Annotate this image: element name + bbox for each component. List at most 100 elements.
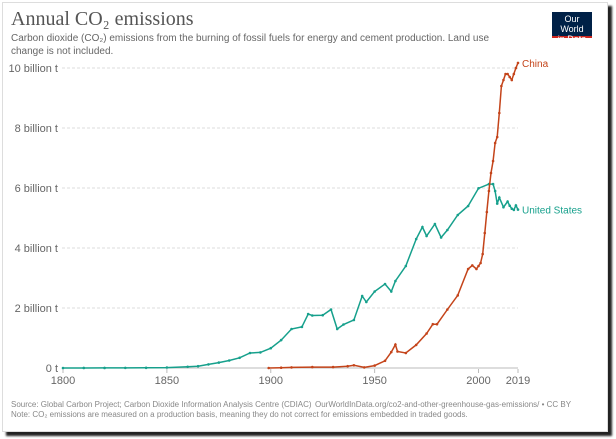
data-point-united-states [306, 312, 310, 316]
source-note: Source: Global Carbon Project; Carbon Di… [11, 400, 312, 409]
data-point-china [516, 61, 520, 65]
data-point-china [383, 359, 387, 363]
data-point-united-states [335, 327, 339, 331]
data-point-china [404, 351, 408, 355]
footnote: Note: CO₂ emissions are measured on a pr… [11, 410, 468, 419]
owid-logo[interactable]: Our World in Data [552, 12, 592, 44]
data-point-united-states [404, 264, 408, 268]
data-point-united-states [514, 204, 518, 207]
y-tick-label: 2 billion t [15, 303, 58, 315]
data-point-china [481, 252, 484, 256]
data-point-united-states [61, 366, 65, 370]
x-tick-label: 1950 [362, 375, 386, 387]
data-point-united-states [394, 279, 397, 283]
data-point-china [431, 322, 435, 326]
data-point-united-states [421, 225, 424, 229]
data-point-united-states [510, 207, 514, 210]
data-point-china [489, 171, 493, 175]
data-point-united-states [186, 365, 189, 369]
data-point-china [396, 350, 399, 353]
data-point-china [446, 308, 449, 311]
data-point-china [456, 294, 460, 297]
data-point-united-states [456, 213, 460, 217]
data-point-china [362, 366, 366, 369]
data-point-china [502, 78, 505, 82]
data-point-china [466, 267, 470, 271]
data-point-united-states [196, 364, 200, 368]
data-point-china [267, 366, 270, 370]
data-point-china [495, 135, 499, 139]
data-point-united-states [269, 346, 273, 350]
data-point-china [352, 364, 356, 367]
series-line-china [268, 62, 519, 369]
y-tick-label: 6 billion t [15, 183, 58, 195]
data-point-china [491, 159, 495, 163]
data-point-china [279, 366, 283, 370]
data-point-china [394, 343, 397, 346]
data-point-united-states [495, 202, 499, 205]
data-point-china [389, 350, 393, 354]
data-point-china [311, 365, 314, 369]
data-point-china [373, 364, 376, 367]
data-point-united-states [259, 351, 262, 354]
data-point-united-states [491, 182, 495, 186]
data-point-china [290, 366, 293, 369]
x-tick-label: 1850 [155, 375, 179, 387]
data-point-united-states [300, 325, 304, 329]
data-point-united-states [446, 228, 449, 232]
data-point-united-states [498, 196, 501, 199]
data-point-united-states [439, 236, 443, 239]
data-point-united-states [477, 187, 480, 190]
data-point-united-states [352, 318, 356, 322]
data-point-united-states [144, 366, 148, 370]
data-point-china [510, 78, 514, 82]
data-point-united-states [493, 189, 497, 193]
data-point-united-states [360, 294, 364, 298]
data-point-china [508, 75, 511, 79]
data-point-china [414, 343, 418, 347]
y-tick-label: 4 billion t [15, 243, 58, 255]
data-point-china [500, 84, 503, 88]
data-point-united-states [389, 290, 393, 293]
source-url[interactable]: OurWorldInData.org/co2-and-other-greenho… [315, 400, 572, 409]
data-point-united-states [103, 366, 106, 370]
data-point-china [498, 111, 501, 115]
data-point-united-states [383, 282, 387, 286]
data-point-united-states [124, 366, 127, 370]
data-point-united-states [290, 327, 293, 331]
data-point-china [479, 261, 482, 265]
data-point-china [425, 332, 428, 335]
chart-subtitle: Carbon dioxide (CO₂) emissions from the … [11, 33, 490, 57]
data-point-united-states [227, 359, 231, 362]
y-tick-label: 8 billion t [15, 123, 58, 135]
data-point-china [512, 72, 516, 76]
data-point-united-states [506, 200, 509, 203]
data-point-china [475, 267, 478, 271]
y-tick-label: 0 t [46, 363, 58, 375]
data-point-united-states [516, 208, 520, 211]
data-point-united-states [217, 361, 221, 364]
data-point-united-states [279, 338, 283, 342]
x-tick-label: 1900 [259, 375, 283, 387]
data-point-china [487, 189, 491, 193]
data-point-china [485, 210, 489, 214]
data-point-united-states [365, 300, 368, 304]
data-point-united-states [321, 313, 325, 317]
x-tick-label: 2000 [466, 375, 490, 387]
chart-title: Annual CO₂ emissions [11, 8, 194, 30]
data-point-united-states [502, 205, 505, 209]
logo-line-2: in Data [557, 34, 587, 44]
data-point-united-states [508, 204, 511, 207]
data-point-china [331, 365, 335, 369]
series-line-united-states [63, 183, 519, 369]
data-point-united-states [342, 323, 345, 326]
legend-label-united-states: United States [522, 206, 582, 217]
x-tick-label: 2019 [506, 375, 530, 387]
data-point-united-states [165, 366, 169, 369]
data-point-china [504, 72, 507, 76]
data-point-united-states [238, 356, 241, 360]
data-point-united-states [248, 351, 252, 355]
legend-label-china: China [522, 59, 549, 70]
data-point-united-states [373, 290, 376, 293]
